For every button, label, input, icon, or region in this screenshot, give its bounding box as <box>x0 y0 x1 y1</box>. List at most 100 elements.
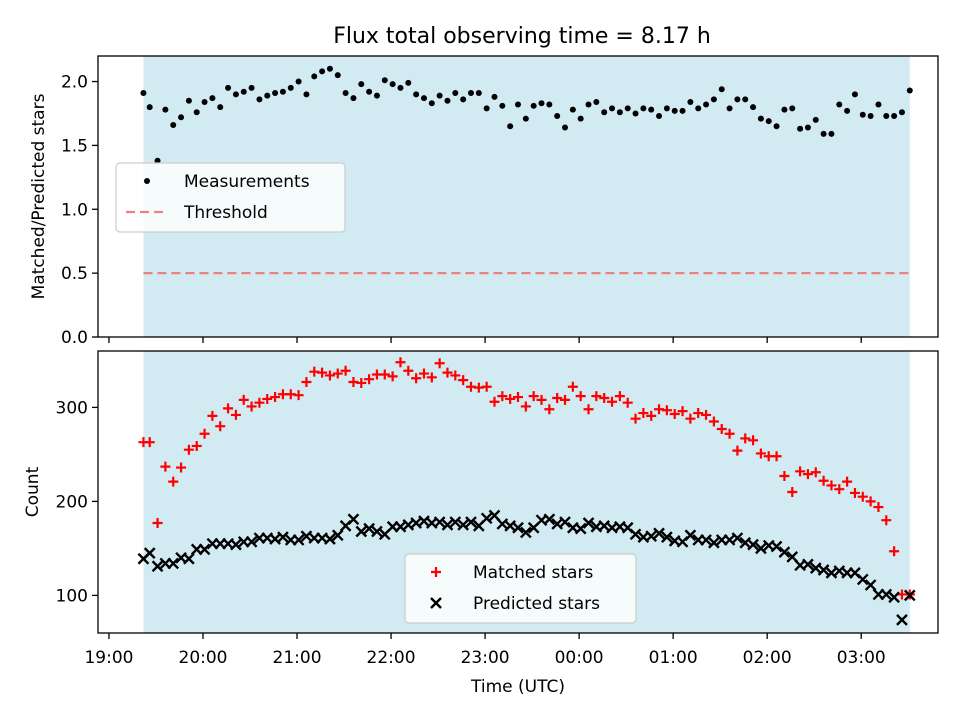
measurement-point <box>836 101 843 108</box>
measurement-point <box>287 84 294 91</box>
legend-label: Matched stars <box>473 563 593 583</box>
measurement-point <box>170 121 177 128</box>
matched-point <box>168 476 179 487</box>
measurement-point <box>162 106 169 113</box>
matched-point <box>661 405 672 416</box>
x-tick-label: 19:00 <box>84 648 133 668</box>
measurement-point <box>452 90 459 97</box>
matched-point <box>434 358 445 369</box>
predicted-point <box>661 531 673 543</box>
matched-point <box>215 421 226 432</box>
matched-point <box>230 409 241 420</box>
matched-point <box>865 496 876 507</box>
predicted-point <box>347 513 360 526</box>
predicted-point <box>629 528 642 541</box>
predicted-point <box>167 557 180 570</box>
measurement-point <box>413 91 420 98</box>
legend-item: Measurements <box>144 172 310 192</box>
matched-point <box>403 365 414 376</box>
measurement-point <box>703 101 710 108</box>
matched-point <box>152 518 163 529</box>
measurement-point <box>201 98 208 105</box>
matched-point <box>575 391 586 402</box>
matched-point <box>238 394 249 405</box>
matched-point <box>489 396 500 407</box>
measurement-point <box>475 90 482 97</box>
predicted-point <box>457 519 469 531</box>
predicted-point <box>324 533 336 545</box>
measurement-point <box>671 107 678 114</box>
measurement-point <box>640 105 647 112</box>
predicted-point <box>277 531 289 543</box>
y-tick-label: 2.0 <box>61 73 88 93</box>
matched-point <box>536 394 547 405</box>
y-tick-label: 0.0 <box>61 328 88 348</box>
measurement-point <box>279 88 286 95</box>
legend-item: Threshold <box>126 203 268 223</box>
predicted-point <box>363 522 375 535</box>
x-tick-label: 21:00 <box>273 648 322 668</box>
matched-point <box>787 487 798 497</box>
y-axis-label: Count <box>23 466 43 517</box>
measurement-point <box>710 96 717 103</box>
measurement-point <box>420 95 427 102</box>
legend-measurement-swatch <box>144 178 150 184</box>
predicted-point <box>747 538 759 551</box>
matched-point <box>685 413 696 424</box>
measurement-point <box>906 87 913 94</box>
measurement-point <box>303 91 310 98</box>
x-tick-label: 22:00 <box>367 648 416 668</box>
measurement-point <box>397 84 404 91</box>
measurement-point <box>656 113 663 120</box>
matched-point <box>771 451 782 462</box>
measurement-point <box>373 92 380 99</box>
predicted-point <box>684 529 697 542</box>
matched-point <box>364 374 375 385</box>
measurement-point <box>217 104 224 111</box>
matched-point <box>810 467 821 478</box>
measurement-point <box>522 115 529 122</box>
matched-point <box>505 393 516 404</box>
axes-frame <box>97 350 939 634</box>
measurement-point <box>225 84 232 91</box>
matched-point <box>191 440 202 451</box>
axes-frame <box>97 55 939 338</box>
matched-point <box>599 393 610 403</box>
chart-title: Flux total observing time = 8.17 h <box>333 24 711 49</box>
matched-point <box>387 371 398 382</box>
measurement-point <box>757 115 764 122</box>
matched-point <box>857 491 868 502</box>
measurement-point <box>804 124 811 131</box>
series-matched-stars <box>138 357 915 600</box>
predicted-point <box>245 535 258 548</box>
measurement-point <box>366 88 373 95</box>
measurement-point <box>444 97 451 104</box>
measurement-point <box>742 96 749 103</box>
matched-point <box>732 445 743 456</box>
matched-point <box>317 367 328 378</box>
matched-point <box>693 408 704 419</box>
measurement-point <box>601 109 608 116</box>
predicted-point <box>802 558 814 571</box>
measurement-point <box>616 109 623 116</box>
x-tick-label: 23:00 <box>461 648 510 668</box>
measurement-point <box>789 105 796 112</box>
predicted-point <box>574 522 587 535</box>
matched-point <box>183 444 194 455</box>
measurement-point <box>695 105 702 112</box>
predicted-point <box>864 579 877 591</box>
x-tick-label: 00:00 <box>555 648 604 668</box>
measurement-point <box>483 105 490 112</box>
measurement-point <box>264 92 271 99</box>
measurement-point <box>726 105 733 112</box>
measurement-point <box>734 96 741 103</box>
legend-item: Predicted stars <box>430 594 600 614</box>
predicted-point <box>512 521 524 534</box>
matched-point <box>755 448 766 459</box>
matched-point <box>144 437 155 448</box>
measurement-point <box>577 115 584 122</box>
matched-point <box>246 401 257 412</box>
legend-predicted-swatch <box>430 597 442 609</box>
matched-point <box>849 487 860 498</box>
series-predicted-stars <box>137 509 916 626</box>
